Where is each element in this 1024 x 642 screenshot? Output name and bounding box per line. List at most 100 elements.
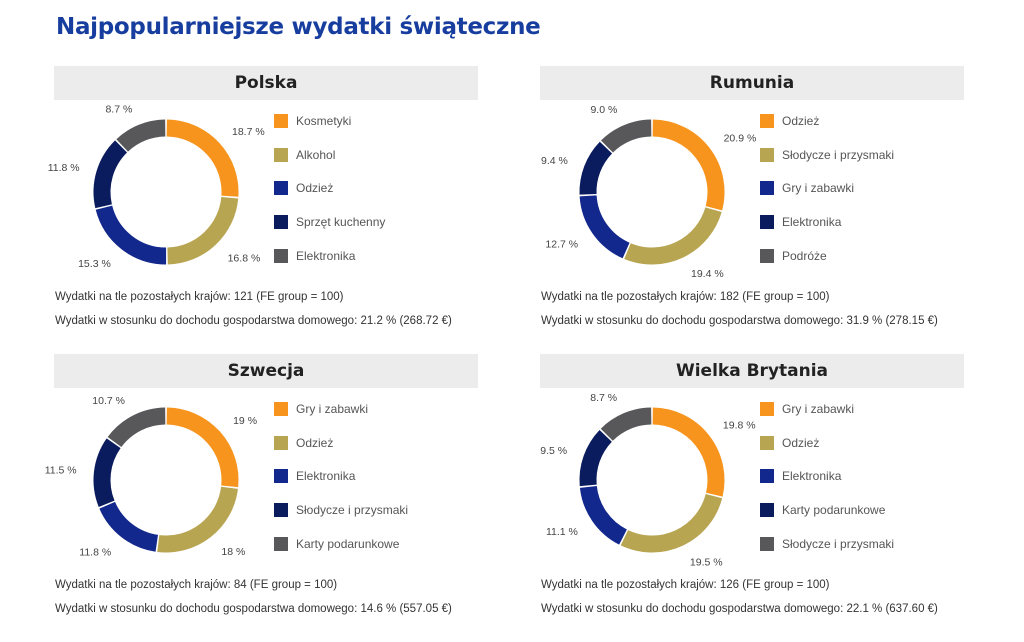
spending-index-note: Wydatki na tle pozostałych krajów: 182 (… xyxy=(541,291,830,303)
spending-index-note: Wydatki na tle pozostałych krajów: 121 (… xyxy=(55,291,344,303)
legend-label: Sprzęt kuchenny xyxy=(296,215,386,230)
donut-chart: 19.8 % 19.5 % 11.1 % 9.5 % 8.7 % xyxy=(540,392,756,569)
country-title: Polska xyxy=(54,66,478,100)
slice-value-label: 15.3 % xyxy=(78,258,111,270)
slice-value-label: 9.5 % xyxy=(540,445,567,457)
country-title: Wielka Brytania xyxy=(540,354,964,388)
legend-label: Elektronika xyxy=(782,215,842,230)
legend-item: Gry i zabawki xyxy=(760,402,894,436)
donut-slice xyxy=(166,407,239,488)
legend-label: Odzież xyxy=(296,181,334,196)
legend-swatch xyxy=(760,536,774,551)
slice-value-label: 11.1 % xyxy=(546,526,578,538)
legend-swatch xyxy=(760,114,774,128)
income-share-note: Wydatki w stosunku do dochodu gospodarst… xyxy=(541,603,938,615)
legend-item: Elektronika xyxy=(760,469,894,503)
legend-swatch xyxy=(760,503,774,518)
country-panel: Szwecja 19 % 18 % 11.8 % 11.5 % 10.7 % Gry i… xyxy=(45,354,494,629)
legend-swatch xyxy=(274,536,288,551)
slice-value-label: 19.4 % xyxy=(691,268,724,280)
donut-slice xyxy=(579,194,630,259)
legend-label: Alkohol xyxy=(296,147,336,162)
country-title: Szwecja xyxy=(54,354,478,388)
donut-slice xyxy=(107,407,166,448)
donut-slice xyxy=(93,140,128,209)
donut-slice xyxy=(116,119,166,152)
country-panel: Wielka Brytania 19.8 % 19.5 % 11.1 % 9.5 % 8… xyxy=(540,354,980,629)
legend-item: Elektronika xyxy=(274,469,408,503)
donut-slice xyxy=(99,501,159,552)
legend-item: Gry i zabawki xyxy=(274,402,408,436)
slice-value-label: 11.8 % xyxy=(79,546,111,558)
legend-label: Elektronika xyxy=(296,248,356,263)
donut-chart: 20.9 % 19.4 % 12.7 % 9.4 % 9.0 % xyxy=(541,104,757,280)
donut-slice xyxy=(157,486,238,553)
legend-item: Karty podarunkowe xyxy=(274,536,408,571)
donut-slice xyxy=(624,207,722,265)
legend-item: Słodycze i przysmaki xyxy=(760,147,895,182)
donut-slice xyxy=(95,205,167,265)
slice-value-label: 10.7 % xyxy=(92,395,125,407)
legend-label: Słodycze i przysmaki xyxy=(782,147,895,162)
legend-item: Karty podarunkowe xyxy=(760,503,894,537)
legend-item: Słodycze i przysmaki xyxy=(274,503,408,537)
legend-swatch xyxy=(760,181,774,196)
slice-value-label: 9.4 % xyxy=(541,155,568,167)
legend-item: Sprzęt kuchenny xyxy=(274,215,385,249)
legend-item: Kosmetyki xyxy=(274,114,385,148)
legend: Kosmetyki Alkohol Odzież Sprzęt kuchenny… xyxy=(274,114,385,282)
legend-label: Podróże xyxy=(782,248,827,263)
slice-value-label: 19.8 % xyxy=(723,420,756,432)
slice-value-label: 18.7 % xyxy=(232,126,265,138)
donut-slice xyxy=(166,119,239,197)
legend-label: Kosmetyki xyxy=(296,114,352,128)
legend-label: Słodycze i przysmaki xyxy=(782,536,895,551)
legend-label: Gry i zabawki xyxy=(296,402,369,416)
donut-slice xyxy=(600,407,652,441)
legend-swatch xyxy=(760,435,774,450)
legend-swatch xyxy=(274,248,288,263)
slice-value-label: 8.7 % xyxy=(105,104,132,116)
slice-value-label: 11.5 % xyxy=(45,465,77,477)
spending-index-note: Wydatki na tle pozostałych krajów: 84 (F… xyxy=(55,579,338,591)
legend-label: Odzież xyxy=(296,435,334,450)
legend-label: Gry i zabawki xyxy=(782,181,855,196)
legend-label: Karty podarunkowe xyxy=(782,503,886,518)
slice-value-label: 20.9 % xyxy=(724,132,757,144)
legend-item: Podróże xyxy=(760,248,894,283)
donut-chart: 18.7 % 16.8 % 15.3 % 11.8 % 8.7 % xyxy=(48,104,265,271)
legend-label: Elektronika xyxy=(296,469,356,484)
slice-value-label: 11.8 % xyxy=(48,162,80,174)
legend-item: Elektronika xyxy=(274,248,385,283)
legend-item: Gry i zabawki xyxy=(760,181,894,215)
slice-value-label: 19 % xyxy=(233,415,257,427)
legend-label: Odzież xyxy=(782,114,820,128)
income-share-note: Wydatki w stosunku do dochodu gospodarst… xyxy=(541,315,938,327)
donut-slice xyxy=(167,196,239,265)
donut-slice xyxy=(579,141,613,195)
legend-swatch xyxy=(760,248,774,263)
legend-swatch xyxy=(760,215,774,230)
donut-slice xyxy=(93,438,121,508)
legend-item: Odzież xyxy=(274,181,385,215)
donut-slice xyxy=(652,407,725,497)
legend-swatch xyxy=(274,114,288,128)
donut-chart: 19 % 18 % 11.8 % 11.5 % 10.7 % xyxy=(45,395,257,559)
slice-value-label: 19.5 % xyxy=(690,557,723,569)
legend-item: Odzież xyxy=(274,435,408,470)
legend-swatch xyxy=(760,402,774,416)
legend-item: Odzież xyxy=(760,114,894,148)
page-title: Najpopularniejsze wydatki świąteczne xyxy=(56,14,541,40)
legend-swatch xyxy=(274,181,288,196)
legend-label: Elektronika xyxy=(782,469,842,484)
income-share-note: Wydatki w stosunku do dochodu gospodarst… xyxy=(55,315,452,327)
legend: Gry i zabawki Odzież Elektronika Słodycz… xyxy=(274,402,408,570)
legend-item: Słodycze i przysmaki xyxy=(760,536,895,571)
income-share-note: Wydatki w stosunku do dochodu gospodarst… xyxy=(55,603,452,615)
donut-slice xyxy=(601,119,652,153)
legend-item: Odzież xyxy=(760,435,894,470)
legend-swatch xyxy=(274,469,288,484)
legend-swatch xyxy=(760,147,774,162)
country-title: Rumunia xyxy=(540,66,964,100)
legend-label: Odzież xyxy=(782,435,820,450)
